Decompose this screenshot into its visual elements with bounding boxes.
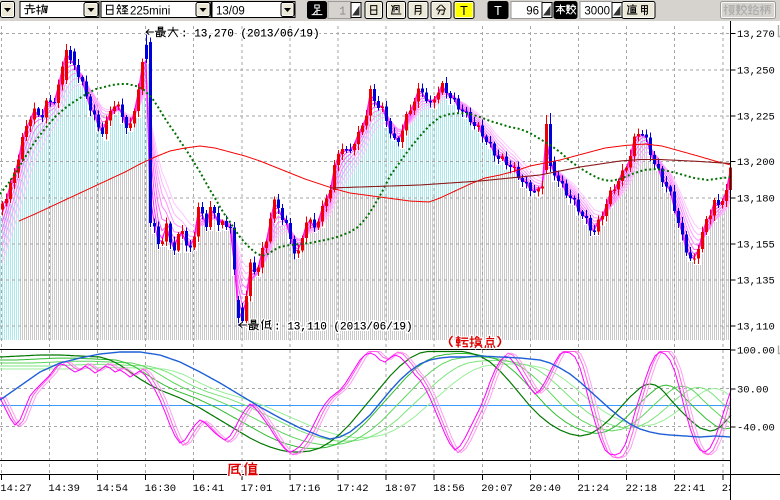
svg-text:13,250: 13,250 <box>737 66 775 78</box>
svg-text:: 13,270 (2013/06/19): : 13,270 (2013/06/19) <box>181 29 320 41</box>
svg-text:30.00: 30.00 <box>737 385 769 397</box>
svg-text:20:07: 20:07 <box>481 483 513 495</box>
svg-text:17:16: 17:16 <box>289 483 321 495</box>
svg-text:225mini: 225mini <box>130 6 170 18</box>
svg-text:1: 1 <box>339 6 346 19</box>
svg-text:13,135: 13,135 <box>737 276 775 288</box>
svg-text:13,180: 13,180 <box>737 194 775 206</box>
svg-text:13,225: 13,225 <box>737 112 775 124</box>
svg-text:16:41: 16:41 <box>193 483 225 495</box>
svg-text:13,155: 13,155 <box>737 240 775 252</box>
svg-text:96: 96 <box>526 6 539 18</box>
svg-text:T: T <box>460 4 468 18</box>
svg-text:3000: 3000 <box>584 6 610 18</box>
svg-text:-40.00: -40.00 <box>737 423 775 435</box>
svg-text:13,270: 13,270 <box>737 29 775 41</box>
svg-text:16:30: 16:30 <box>145 483 177 495</box>
svg-text:21:24: 21:24 <box>578 483 610 495</box>
svg-text:T: T <box>494 4 502 18</box>
svg-text:13,110: 13,110 <box>737 322 775 334</box>
svg-text:100.00: 100.00 <box>737 346 775 358</box>
svg-text:13,200: 13,200 <box>737 157 775 169</box>
svg-text:: 13,110 (2013/06/19): : 13,110 (2013/06/19) <box>274 322 413 334</box>
svg-text:14:54: 14:54 <box>97 483 129 495</box>
svg-text:: 13,270 (2013/06/19): : 13,270 (2013/06/19) <box>181 29 320 41</box>
svg-text:22:41: 22:41 <box>674 483 706 495</box>
svg-text:20:40: 20:40 <box>529 483 561 495</box>
svg-text:14:27: 14:27 <box>0 483 32 495</box>
svg-text:18:56: 18:56 <box>433 483 465 495</box>
svg-text:: 13,110 (2013/06/19): : 13,110 (2013/06/19) <box>274 322 413 334</box>
svg-text:13/09: 13/09 <box>216 6 245 18</box>
svg-text:18:07: 18:07 <box>385 483 417 495</box>
svg-text:17:01: 17:01 <box>241 483 273 495</box>
svg-text:17:42: 17:42 <box>337 483 369 495</box>
svg-text:22:18: 22:18 <box>626 483 658 495</box>
svg-text:23:03: 23:03 <box>722 483 754 495</box>
svg-text:14:39: 14:39 <box>48 483 80 495</box>
